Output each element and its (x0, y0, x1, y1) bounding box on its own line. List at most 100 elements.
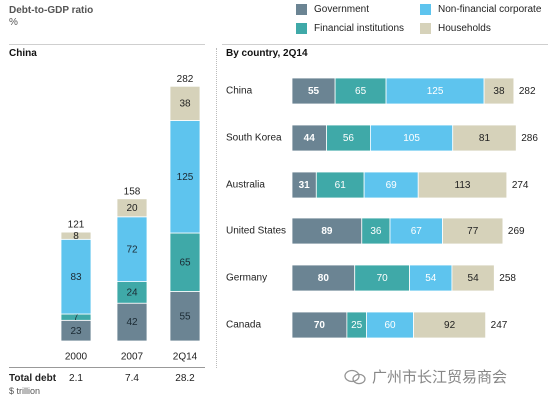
bar-label-australia-households: 113 (455, 180, 471, 191)
bar-australia-government (291, 171, 317, 199)
y-tick-china: China (226, 86, 253, 97)
bar-2000-households (60, 231, 92, 240)
bar-total-2007: 158 (124, 186, 141, 197)
legend-swatch-non-financial-corporate (420, 4, 431, 15)
x-tick-2007: 2007 (121, 352, 144, 363)
bar-total-china: 282 (519, 86, 536, 97)
watermark: 广州市长江贸易商会 (344, 366, 507, 387)
legend: Government Non-financial corporate Finan… (296, 4, 552, 40)
watermark-text: 广州市长江贸易商会 (372, 369, 508, 386)
total-debt-2007: 7.4 (125, 373, 139, 384)
legend-label-households: Households (438, 23, 491, 34)
bar-label-south-korea-non-financial-corporate: 105 (403, 133, 420, 144)
bar-canada-government (291, 311, 348, 339)
bar-label-2000-households: 8 (73, 231, 79, 242)
bar-south-korea-non-financial-corporate (369, 124, 454, 152)
total-debt-2000: 2.1 (69, 373, 83, 384)
bar-total-south-korea: 286 (521, 133, 538, 144)
bar-label-2q14-non-financial-corporate: 125 (177, 172, 194, 183)
legend-item-financial-institutions: Financial institutions (296, 23, 404, 34)
bar-germany-households (451, 264, 495, 292)
bar-china-financial-institutions (334, 77, 387, 105)
bar-total-2000: 121 (68, 220, 85, 231)
bar-label-2000-non-financial-corporate: 83 (70, 272, 82, 283)
legend-item-government: Government (296, 4, 369, 15)
chart-title-text: Debt-to-GDP ratio (9, 5, 94, 16)
bar-label-2007-financial-institutions: 24 (126, 288, 138, 299)
bar-label-2q14-financial-institutions: 65 (179, 257, 191, 268)
bar-label-canada-financial-institutions: 25 (351, 320, 363, 331)
bar-2q14-non-financial-corporate (169, 120, 201, 234)
bar-label-germany-households: 54 (468, 273, 480, 284)
bar-label-china-financial-institutions: 65 (355, 86, 367, 97)
bar-label-canada-government: 70 (314, 320, 326, 331)
legend-label-government: Government (314, 4, 370, 15)
bar-united-states-non-financial-corporate (389, 217, 443, 245)
bar-united-states-financial-institutions (361, 217, 391, 245)
legend-label-non-financial-corporate: Non-financial corporate (438, 4, 542, 15)
y-tick-canada: Canada (226, 320, 261, 331)
bar-label-south-korea-households: 81 (479, 133, 491, 144)
bar-china-households (483, 77, 515, 105)
total-debt-unit: $ trillion (9, 386, 41, 396)
bar-canada-households (413, 311, 487, 339)
bar-label-australia-government: 31 (299, 180, 311, 191)
bar-label-south-korea-government: 44 (304, 133, 316, 144)
bar-2007-non-financial-corporate (116, 216, 148, 283)
bar-label-2000-government: 23 (70, 326, 82, 337)
bar-total-germany: 258 (499, 273, 516, 284)
legend-swatch-households (420, 23, 431, 34)
bar-total-2q14: 282 (177, 74, 194, 85)
bar-label-australia-non-financial-corporate: 69 (386, 180, 398, 191)
bar-label-china-households: 38 (493, 86, 505, 97)
y-tick-south-korea: South Korea (226, 133, 282, 144)
legend-swatch-financial-institutions (296, 23, 307, 34)
total-debt-2q14: 28.2 (175, 373, 195, 384)
bar-label-germany-non-financial-corporate: 54 (425, 273, 437, 284)
bar-germany-non-financial-corporate (409, 264, 453, 292)
legend-label-financial-institutions: Financial institutions (314, 23, 405, 34)
bar-south-korea-households (452, 124, 517, 152)
right-panel-rule (222, 44, 548, 45)
bar-2q14-government (169, 291, 201, 342)
bar-label-canada-households: 92 (444, 320, 456, 331)
bar-label-united-states-households: 77 (467, 226, 479, 237)
bar-label-united-states-government: 89 (321, 226, 333, 237)
x-tick-2000: 2000 (65, 352, 88, 363)
bar-label-2000-financial-institutions: 7 (73, 312, 78, 322)
panel-divider (216, 48, 217, 368)
bar-label-china-government: 55 (308, 86, 320, 97)
bar-label-united-states-financial-institutions: 36 (370, 226, 382, 237)
bar-united-states-households (442, 217, 504, 245)
bar-united-states-government (291, 217, 363, 245)
total-debt-label: Total debt (9, 373, 57, 384)
y-tick-australia: Australia (226, 180, 265, 191)
legend-item-non-financial-corporate: Non-financial corporate (420, 4, 541, 15)
bar-label-canada-non-financial-corporate: 60 (384, 320, 396, 331)
bar-label-2007-non-financial-corporate: 72 (126, 244, 138, 255)
wechat-icon (344, 369, 366, 384)
bar-label-germany-financial-institutions: 70 (377, 273, 389, 284)
y-tick-germany: Germany (226, 273, 267, 284)
bar-germany-government (291, 264, 356, 292)
chart-title: Debt-to-GDP ratio % (9, 5, 93, 29)
bar-2q14-households (169, 85, 201, 121)
bar-china-government (291, 77, 336, 105)
bar-label-south-korea-financial-institutions: 56 (343, 133, 355, 144)
legend-item-households: Households (420, 23, 491, 34)
bar-2007-households (116, 198, 148, 218)
bar-total-australia: 274 (512, 180, 529, 191)
bar-label-germany-government: 80 (318, 273, 330, 284)
bar-total-canada: 247 (491, 320, 508, 331)
bar-label-2q14-government: 55 (179, 311, 191, 322)
bar-germany-financial-institutions (354, 264, 411, 292)
bar-label-2q14-households: 38 (179, 99, 191, 110)
left-panel-rule (9, 44, 205, 45)
bar-label-2007-government: 42 (126, 317, 138, 328)
bar-label-united-states-non-financial-corporate: 67 (411, 226, 423, 237)
bar-australia-households (417, 171, 508, 199)
bar-south-korea-financial-institutions (326, 124, 371, 152)
bar-label-china-non-financial-corporate: 125 (427, 86, 444, 97)
footer-rule (9, 367, 205, 368)
y-tick-united-states: United States (226, 226, 286, 237)
